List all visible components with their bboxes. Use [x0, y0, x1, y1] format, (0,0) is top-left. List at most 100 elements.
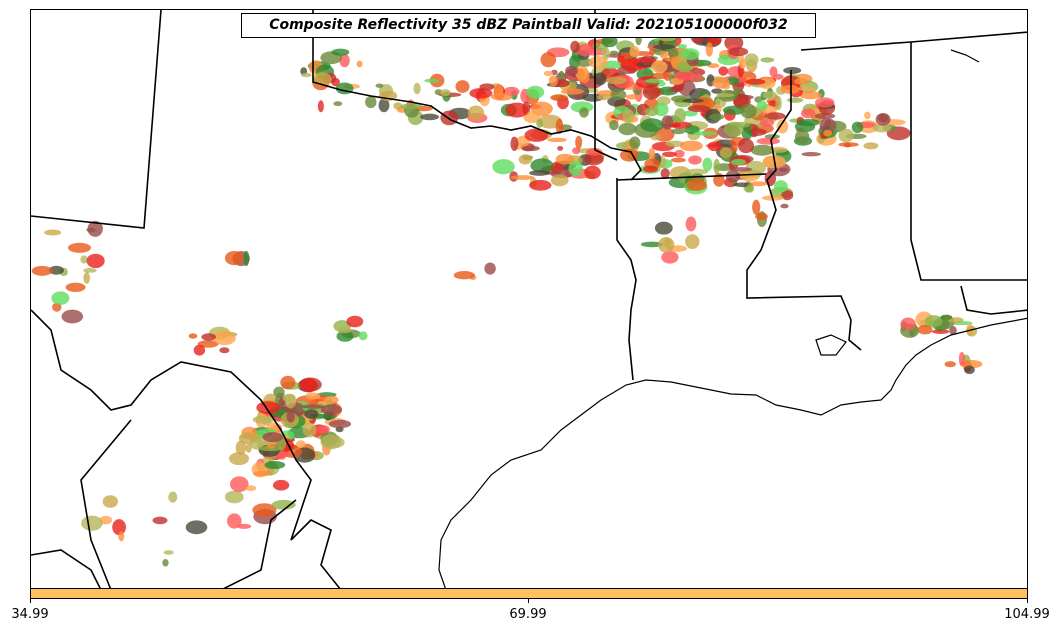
reflectivity-blob	[588, 56, 608, 69]
reflectivity-blob	[677, 44, 687, 49]
reflectivity-blob	[577, 68, 585, 82]
reflectivity-blob	[674, 108, 686, 123]
reflectivity-blob	[80, 255, 88, 264]
reflectivity-blob	[708, 113, 725, 121]
reflectivity-blob	[780, 84, 800, 94]
reflectivity-blob	[640, 241, 664, 248]
fl-border	[960, 285, 1027, 315]
reflectivity-blob	[741, 126, 753, 141]
reflectivity-blob	[185, 520, 208, 535]
reflectivity-blob	[44, 229, 62, 236]
reflectivity-blob	[722, 105, 746, 115]
reflectivity-blob	[620, 58, 645, 72]
reflectivity-blob	[864, 111, 871, 120]
reflectivity-blob	[328, 419, 352, 429]
reflectivity-blob	[670, 157, 686, 163]
reflectivity-blob	[823, 129, 833, 137]
reflectivity-blob	[112, 519, 126, 536]
reflectivity-blob	[819, 118, 837, 133]
reflectivity-blob	[679, 140, 703, 152]
reflectivity-blob	[644, 78, 664, 84]
reflectivity-blob	[924, 315, 943, 328]
reflectivity-blob	[725, 169, 741, 183]
reflectivity-blob	[575, 44, 594, 56]
reflectivity-blob	[716, 93, 735, 98]
reflectivity-blob	[243, 250, 250, 267]
reflectivity-blob	[572, 147, 581, 155]
reflectivity-blob	[799, 91, 822, 100]
reflectivity-blob	[688, 73, 704, 82]
reflectivity-blob	[543, 70, 554, 77]
reflectivity-blob	[944, 361, 956, 368]
colorbar-tick-label-max: 104.99	[1004, 607, 1050, 622]
reflectivity-blob	[949, 326, 957, 335]
reflectivity-blob	[644, 107, 659, 117]
reflectivity-blob	[68, 242, 91, 253]
reflectivity-blob	[102, 495, 119, 508]
reflectivity-blob	[686, 168, 709, 175]
reflectivity-blob	[584, 152, 604, 166]
reflectivity-blob	[229, 452, 249, 466]
reflectivity-blob	[568, 160, 583, 177]
reflectivity-blob	[188, 333, 198, 339]
reflectivity-blob	[245, 443, 252, 453]
reflectivity-blob	[484, 262, 496, 275]
reflectivity-blob	[529, 179, 552, 191]
reflectivity-blob	[798, 86, 816, 91]
reflectivity-blob	[193, 344, 206, 356]
reflectivity-blob	[610, 89, 627, 101]
tx-la-border	[616, 178, 637, 381]
reflectivity-blob	[593, 72, 607, 86]
reflectivity-blob	[230, 476, 249, 493]
reflectivity-blob	[256, 401, 280, 415]
reflectivity-blob	[781, 190, 794, 201]
reflectivity-blob	[949, 317, 964, 324]
reflectivity-blob	[213, 330, 236, 346]
reflectivity-blob	[745, 78, 766, 85]
reflectivity-blob	[378, 98, 390, 113]
reflectivity-blob	[648, 148, 656, 162]
reflectivity-blob	[618, 122, 637, 136]
reflectivity-blob	[838, 128, 854, 143]
lake-ponchartrain	[815, 334, 847, 356]
reflectivity-blob	[685, 216, 697, 232]
reflectivity-blob	[794, 78, 808, 85]
reflectivity-blob	[331, 48, 350, 56]
reflectivity-blob	[469, 88, 493, 99]
reflectivity-blob	[745, 160, 766, 175]
reflectivity-blob	[560, 88, 584, 95]
reflectivity-blob	[336, 330, 354, 342]
reflectivity-blob	[674, 149, 685, 158]
reflectivity-blob	[642, 84, 661, 100]
reflectivity-blob	[440, 89, 451, 97]
reflectivity-blob	[548, 75, 559, 87]
chart-title: Composite Reflectivity 35 dBZ Paintball …	[241, 13, 816, 38]
reflectivity-blob	[540, 52, 557, 68]
reflectivity-blob	[651, 60, 668, 74]
reflectivity-blob	[286, 410, 295, 423]
reflectivity-blob	[640, 118, 664, 132]
reflectivity-blob	[787, 97, 804, 103]
reflectivity-blob	[966, 325, 978, 337]
reflectivity-blob	[772, 73, 784, 80]
reflectivity-blob	[760, 57, 775, 63]
reflectivity-blob	[629, 136, 641, 149]
reflectivity-blob	[660, 51, 669, 60]
reflectivity-blob	[253, 470, 271, 477]
reflectivity-blob	[713, 158, 720, 175]
reflectivity-blob	[262, 432, 284, 443]
reflectivity-blob	[653, 44, 676, 50]
reflectivity-blob	[272, 479, 290, 491]
reflectivity-blob	[670, 56, 679, 68]
reflectivity-blob	[762, 91, 778, 100]
reflectivity-blob	[455, 80, 470, 93]
reflectivity-blob	[770, 148, 787, 153]
map-panel	[30, 9, 1028, 589]
mex-state-border-2	[31, 549, 101, 588]
reflectivity-blob	[759, 118, 775, 127]
reflectivity-blob	[662, 151, 677, 157]
reflectivity-blob	[671, 128, 686, 135]
reflectivity-blob	[723, 121, 744, 137]
reflectivity-blob	[932, 329, 950, 334]
reflectivity-blob	[565, 65, 578, 76]
